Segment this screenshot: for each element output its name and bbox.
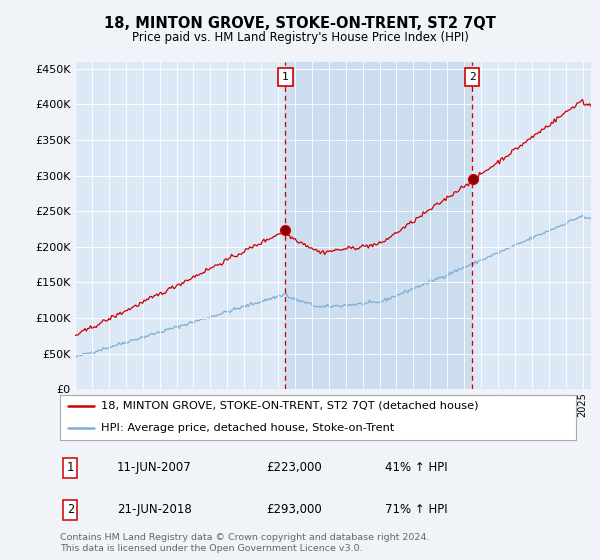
Text: 41% ↑ HPI: 41% ↑ HPI [385,461,448,474]
Text: Price paid vs. HM Land Registry's House Price Index (HPI): Price paid vs. HM Land Registry's House … [131,31,469,44]
Text: 18, MINTON GROVE, STOKE-ON-TRENT, ST2 7QT (detached house): 18, MINTON GROVE, STOKE-ON-TRENT, ST2 7Q… [101,401,479,411]
Text: Contains HM Land Registry data © Crown copyright and database right 2024.
This d: Contains HM Land Registry data © Crown c… [60,533,430,553]
Text: £223,000: £223,000 [266,461,322,474]
Text: 11-JUN-2007: 11-JUN-2007 [117,461,191,474]
Text: 71% ↑ HPI: 71% ↑ HPI [385,503,448,516]
Text: 2: 2 [469,72,475,82]
Text: HPI: Average price, detached house, Stoke-on-Trent: HPI: Average price, detached house, Stok… [101,423,395,433]
Text: 1: 1 [67,461,74,474]
Bar [286,62,472,389]
Text: 1: 1 [282,72,289,82]
Text: 18, MINTON GROVE, STOKE-ON-TRENT, ST2 7QT: 18, MINTON GROVE, STOKE-ON-TRENT, ST2 7Q… [104,16,496,31]
Text: 21-JUN-2018: 21-JUN-2018 [117,503,191,516]
Text: £293,000: £293,000 [266,503,322,516]
Text: 2: 2 [67,503,74,516]
